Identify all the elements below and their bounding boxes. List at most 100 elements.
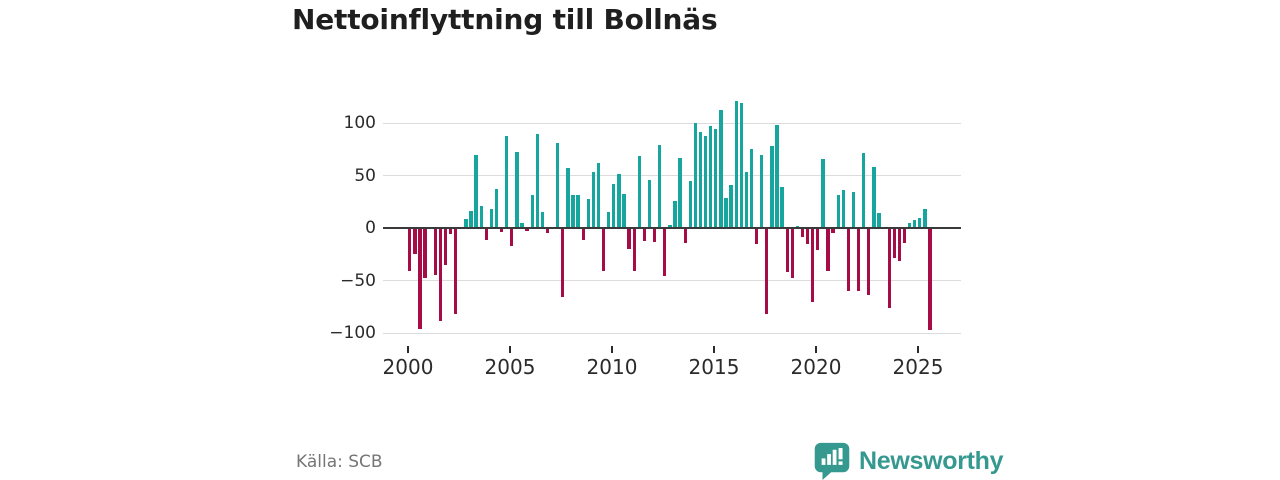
- bar: [790, 228, 794, 279]
- x-axis-label: 2025: [892, 355, 944, 379]
- gridline-y--50: [383, 280, 961, 281]
- bar: [464, 218, 468, 228]
- bar: [423, 228, 427, 279]
- x-tick-2020: [815, 346, 817, 353]
- bar: [617, 174, 621, 228]
- gridline-y-50: [383, 175, 961, 176]
- y-axis-label: −50: [340, 270, 376, 291]
- bar: [632, 228, 636, 272]
- bar: [826, 228, 830, 272]
- brand-name: Newsworthy: [859, 446, 1004, 475]
- bar: [703, 135, 708, 228]
- x-tick-2005: [509, 346, 511, 353]
- bar: [408, 228, 412, 272]
- bar: [612, 183, 616, 228]
- bar: [719, 110, 723, 228]
- y-axis-label: 0: [365, 218, 376, 238]
- gridline-y-100: [383, 122, 961, 124]
- bar: [581, 228, 585, 240]
- bar: [795, 225, 800, 228]
- bar: [923, 209, 927, 228]
- bar: [841, 190, 845, 228]
- x-axis-label: 2000: [382, 355, 434, 379]
- bar: [627, 228, 631, 249]
- bar: [709, 126, 713, 228]
- x-axis-label: 2015: [688, 355, 740, 379]
- bar: [754, 228, 759, 244]
- bar: [811, 228, 815, 302]
- bar: [739, 103, 743, 228]
- bar: [688, 180, 692, 228]
- bar: [510, 228, 514, 246]
- bar: [438, 228, 443, 322]
- bar: [729, 184, 733, 228]
- gridline-y--100: [383, 332, 961, 334]
- zero-axis-line: [383, 227, 961, 229]
- bar: [556, 142, 560, 228]
- bar: [785, 228, 789, 273]
- bar: [668, 224, 672, 228]
- bar: [499, 228, 504, 233]
- bar: [484, 228, 488, 240]
- bar: [479, 205, 483, 228]
- y-axis-label: 100: [343, 113, 376, 133]
- bar: [800, 228, 805, 238]
- bar: [877, 213, 881, 228]
- bar: [566, 168, 570, 228]
- bar: [545, 228, 550, 234]
- bar: [749, 149, 754, 228]
- bar: [851, 192, 856, 228]
- bar: [489, 209, 494, 228]
- bar: [902, 228, 907, 243]
- bar: [586, 198, 590, 228]
- source-note: Källa: SCB: [296, 452, 383, 472]
- y-axis-label: −100: [329, 323, 376, 343]
- bar: [637, 155, 641, 228]
- bar: [530, 195, 534, 228]
- bar: [652, 228, 657, 242]
- bar: [515, 152, 519, 228]
- bar: [831, 228, 835, 234]
- bar: [862, 153, 866, 228]
- bar: [540, 212, 545, 228]
- bar: [658, 145, 662, 228]
- bar: [683, 228, 687, 243]
- x-tick-2015: [713, 346, 715, 353]
- y-axis-label: 50: [354, 165, 376, 186]
- bar: [770, 146, 774, 228]
- bar: [734, 100, 738, 228]
- x-axis-label: 2020: [790, 355, 842, 379]
- bar: [775, 125, 779, 228]
- bar: [760, 154, 764, 228]
- bar: [591, 172, 596, 228]
- bar: [872, 167, 876, 228]
- bar: [525, 228, 529, 232]
- newsworthy-logo-icon: [814, 442, 850, 480]
- bar: [928, 228, 932, 330]
- bar: [673, 200, 677, 228]
- bar: [698, 132, 703, 228]
- bar: [433, 228, 437, 276]
- bar: [918, 217, 922, 228]
- bar: [448, 228, 453, 235]
- bar: [601, 228, 606, 272]
- bar: [571, 195, 575, 228]
- bar: [663, 228, 667, 277]
- bar: [714, 129, 718, 228]
- bar: [494, 189, 499, 228]
- bar: [856, 228, 861, 291]
- bar: [846, 228, 851, 291]
- bar: [892, 228, 896, 259]
- x-tick-2010: [611, 346, 613, 353]
- bar: [576, 195, 580, 228]
- bar: [561, 228, 565, 298]
- bar: [520, 222, 524, 228]
- x-tick-2000: [407, 346, 409, 353]
- bar: [887, 228, 891, 308]
- bar: [596, 162, 601, 228]
- bar: [744, 172, 749, 228]
- bar: [413, 228, 417, 255]
- brand-footer: Newsworthy: [813, 441, 1004, 480]
- bar: [897, 228, 902, 261]
